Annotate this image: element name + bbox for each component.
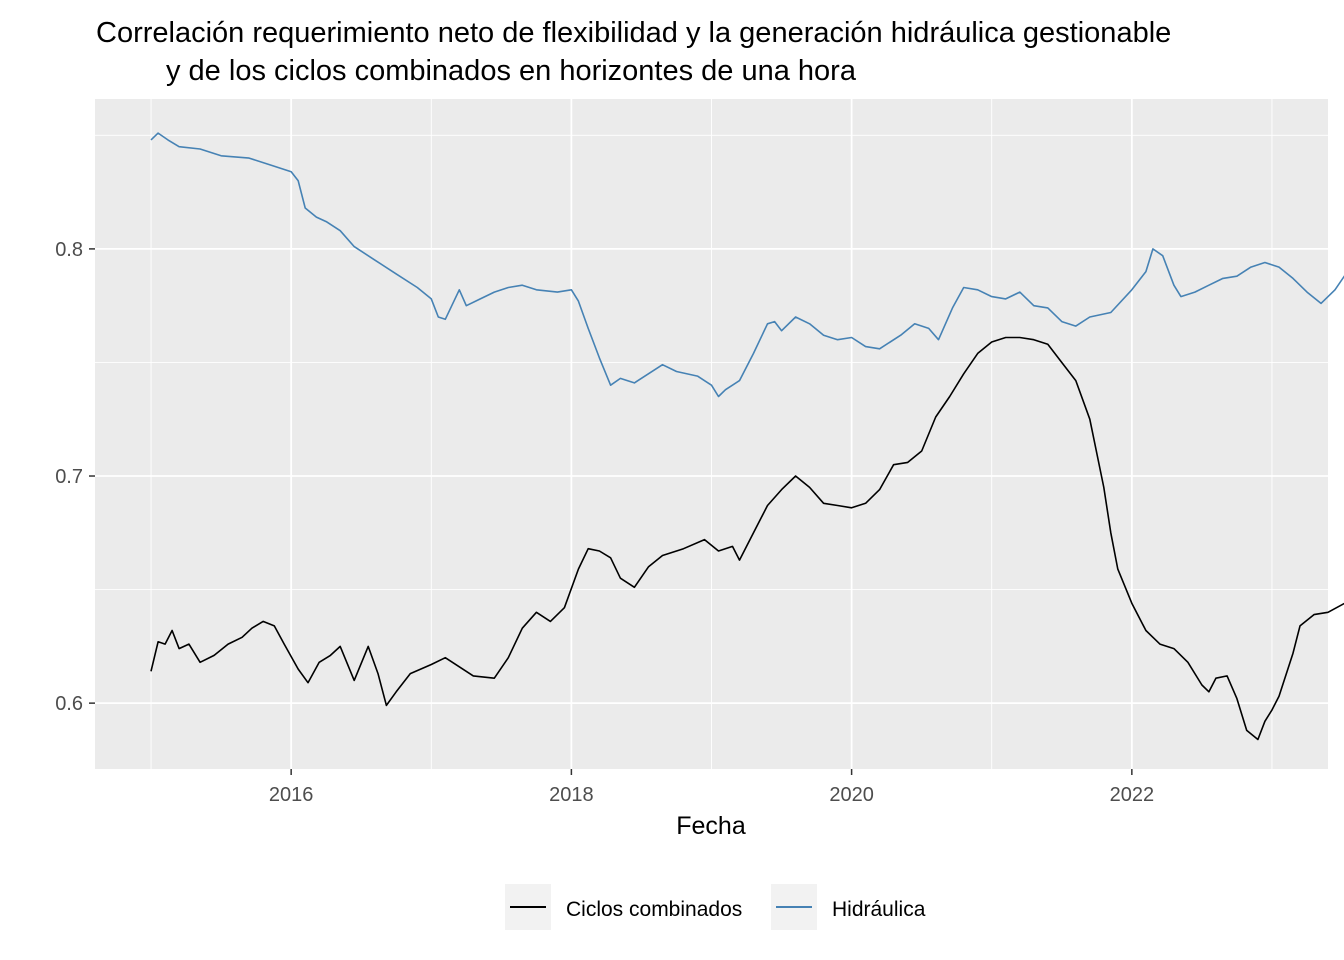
x-axis: 2016 2018 2020 2022	[269, 769, 1154, 806]
x-tick-label: 2020	[829, 784, 874, 806]
series-line-ciclos-combinados	[150, 336, 1344, 741]
chart-title-line-2: y de los ciclos combinados en horizontes…	[166, 55, 857, 87]
legend: Ciclos combinados Hidráulica	[505, 884, 926, 930]
x-tick-label: 2018	[549, 784, 594, 806]
y-axis: 0.6 0.7 0.8	[55, 239, 95, 715]
chart-title-line-1: Correlación requerimiento neto de flexib…	[96, 17, 1171, 49]
grid-major-lines	[95, 99, 1328, 769]
x-tick-label: 2022	[1110, 784, 1155, 806]
legend-label-hidraulica: Hidráulica	[832, 898, 926, 921]
series-line-hidraulica	[150, 132, 1344, 398]
y-tick-label: 0.7	[55, 466, 83, 488]
series-layer	[150, 132, 1344, 741]
y-tick-label: 0.8	[55, 239, 83, 261]
y-tick-label: 0.6	[55, 693, 83, 715]
x-tick-label: 2016	[269, 784, 314, 806]
grid-minor-lines	[95, 99, 1328, 769]
legend-label-ciclos-combinados: Ciclos combinados	[566, 898, 742, 921]
x-axis-title: Fecha	[676, 812, 746, 840]
